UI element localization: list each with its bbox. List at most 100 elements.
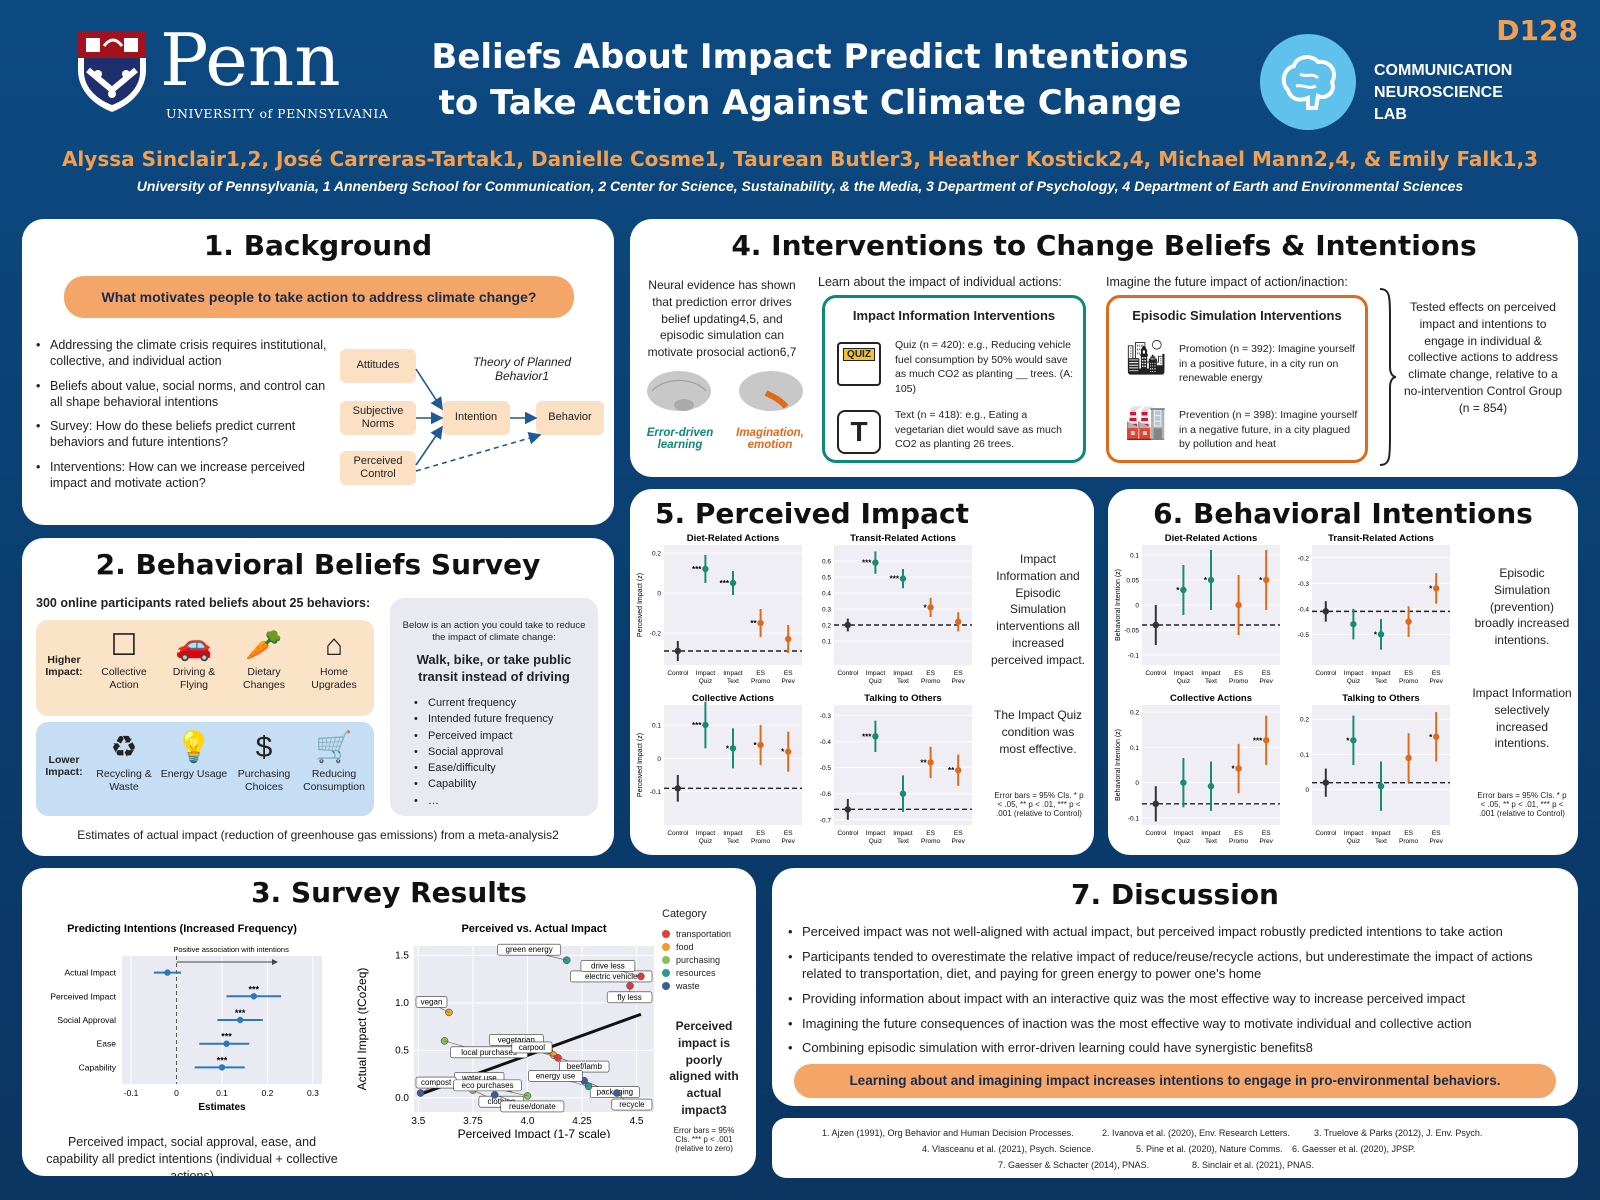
legend-title: Category [662,908,707,920]
legend-item: resources [662,968,731,978]
x-tick: ES [756,670,765,677]
x-tick: Text [897,678,909,685]
scatter-xtick: 4.25 [572,1116,592,1127]
x-tick: Impact [1174,830,1194,837]
penn-wordmark: Penn [160,18,341,102]
prev-text: Prevention (n = 398): Imagine yourself i… [1179,409,1358,451]
panel-ytick: -0.4 [820,739,832,746]
panel-ytick: 0.1 [1130,745,1139,752]
scatter-ytick: 0.5 [395,1045,409,1056]
item-label: Collective Action [101,666,147,692]
x-tick: Impact [1371,830,1391,837]
scatter-xtick: 4.0 [521,1116,535,1127]
forest-point [236,1016,244,1024]
x-tick: ES [926,830,935,837]
card-action: Walk, bike, or take public transit inste… [416,652,572,684]
neural-text: Neural evidence has shown that predictio… [647,278,797,360]
perceived-impact-charts: Diet-Related Actions 0.2 0 -0.2 Perceived Im… [637,533,972,845]
condition-point [872,559,879,566]
forest-arrow-head [272,959,278,965]
x-tick: ES [954,830,963,837]
condition-point [1152,800,1159,808]
x-tick: Impact [696,670,716,677]
condition-point [757,619,764,627]
car-icon: 🚗 [175,629,213,662]
sig-marker: *** [720,579,730,588]
x-tick: Prev [952,838,966,845]
x-tick: Quiz [1347,678,1360,685]
ref-8: 8. Sinclair et al. (2021), PNAS. [1192,1160,1315,1170]
legend-item: food [662,942,731,952]
panel-ytick: -0.2 [650,631,662,638]
survey-footnote: Estimates of actual impact (reduction of… [77,828,559,842]
scatter-legend: transportation food purchasing resources was… [662,926,731,994]
x-tick: Promo [921,678,941,685]
scatter-label: compost [421,1078,452,1087]
text-icon: T [837,410,881,454]
panel-ytick: 0.2 [1300,717,1309,724]
panel-ytick: 0.1 [1300,752,1309,759]
x-tick: Impact [723,670,743,677]
card-item: Perceived impact [412,729,553,744]
sig-marker: *** [692,565,702,574]
card-items: Current frequency Intended future freque… [412,696,553,810]
tpb-arrows [415,368,542,472]
tpb-title: Theory of Planned Behavior1 [472,355,572,383]
perceived-err: Error bars = 95% CIs. * p < .05, ** p < … [994,791,1084,818]
panel-title: Transit-Related Actions [1328,533,1434,544]
x-tick: Impact [1371,670,1391,677]
condition-point [1405,754,1412,762]
x-tick: Quiz [869,838,882,845]
penn-shield [76,30,148,114]
scatter-label-box [559,1060,610,1073]
legend-label: purchasing [676,955,721,965]
behavioral-note-2: Impact Information selectively increased… [1472,686,1572,751]
scatter-label-box [606,991,653,1004]
condition-point [844,621,851,629]
scatter-xtick: 3.75 [463,1116,483,1127]
money-bottle-icon: $ [255,731,273,764]
tested-text: Tested effects on perceived impact and i… [1403,300,1563,415]
x-tick: ES [954,670,963,677]
panel-ylabel: Behavioral Intention (z) [1115,569,1122,641]
scatter-ytick: 1.5 [395,950,409,961]
sig-marker: * [1374,630,1378,639]
scatter-label-box [453,1079,522,1092]
forest-tick: 0.2 [262,1088,274,1098]
item-label: Energy Usage [160,768,228,780]
panel-title: Transit-Related Actions [850,533,956,544]
panel-ytick: 0.2 [652,551,661,558]
survey-intro: 300 online participants rated beliefs ab… [36,596,371,610]
interventions-title: 4. Interventions to Change Beliefs & Int… [731,229,1477,262]
x-tick: Impact [866,670,886,677]
x-tick: Text [1205,838,1217,845]
episodic-box-title: Episodic Simulation Interventions [1132,308,1342,323]
forest-plot: Predicting Intentions (Increased Frequen… [50,923,322,1113]
reducing-item: 🛒 Reducing Consumption [300,728,368,794]
ballot-box-icon: ☐ [110,629,138,662]
panel-ytick: -0.4 [1298,606,1310,613]
condition-point [955,767,962,774]
forest-note: Positive association with intentions [173,945,289,954]
x-tick: Promo [1399,838,1419,845]
scatter-ylabel: Actual Impact (tCo2eq) [355,968,369,1091]
house-icon: ⌂ [324,629,344,662]
dietary-item: 🥕 Dietary Changes [230,626,298,692]
scatter-label-box [500,1100,565,1113]
background-title: 1. Background [203,229,433,262]
purchasing-item: $ Purchasing Choices [230,728,298,794]
sig-marker: * [1346,736,1350,745]
card-item: Ease/difficulty [412,761,553,776]
sig-marker: * [1429,733,1433,742]
bullet: Participants tended to overestimate the … [786,949,1566,983]
condition-point [1263,576,1270,584]
x-tick: Prev [782,678,796,685]
condition-point [785,748,792,755]
scatter-label-box [511,1041,553,1054]
text-text: Text (n = 418): e.g., Eating a vegetaria… [895,409,1062,451]
panel-ytick: 0.1 [1130,553,1139,560]
scatter-side-note: Perceived impact is poorly aligned with … [669,1019,739,1117]
x-tick: Impact [1201,670,1221,677]
scatter-label: water use [461,1073,497,1082]
panel-ytick: 0 [1305,787,1309,794]
